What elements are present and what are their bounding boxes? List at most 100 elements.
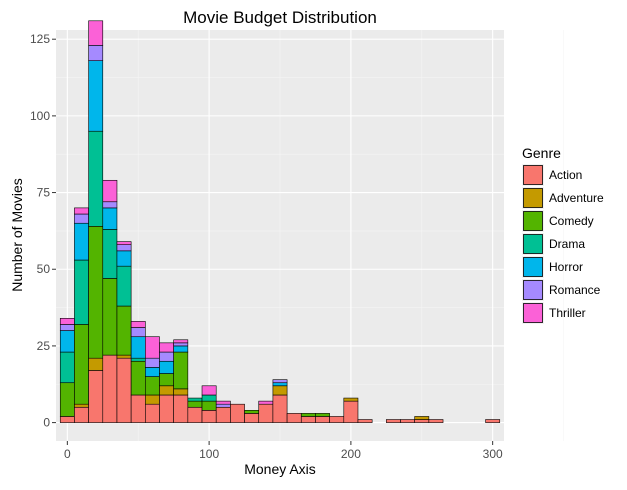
bar-segment-comedy: Comedy: 16 [116,305,132,356]
x-tick-label: 200 [341,447,361,461]
bar-segment-horror: Horror: 7 [102,207,118,230]
bar-segment-comedy: Comedy: 12 [173,351,189,390]
bar-segment-drama: Drama: 31 [88,130,104,227]
bar-segment-adventure: Adventure: 2 [173,388,189,396]
bar-segment-horror: Horror: 7 [130,336,146,359]
x-axis-label: Money Axis [244,461,316,477]
bar-segment-thriller: Thriller: 7 [102,179,118,203]
bar-segment-action: Action: 2 [300,416,316,423]
legend-label-thriller: Thriller [549,306,586,320]
legend: Genre Action Adventure Comedy Drama Horror Ro… [522,145,604,324]
bar-segment-comedy: Comedy: 25 [102,278,118,356]
bar-segment-adventure: Adventure: 3 [272,385,288,396]
bar-segment-drama: Drama: 10 [59,351,75,384]
bar-segment-romance: Romance: 3 [159,351,174,362]
bar-segment-romance: Romance: 3 [145,357,160,368]
bar-segment-horror: Horror: 2 [173,345,189,353]
bar-segment-comedy: Comedy: 6 [145,376,160,396]
bar-segment-action: Action: 9 [159,394,174,423]
bar-segment-comedy: Comedy: 2 [187,400,203,408]
legend-swatch-adventure [523,188,543,208]
bar-segment-action: Action: 21 [116,357,132,423]
bar-segment-romance: Romance: 3 [130,327,146,338]
bar-segment-drama: Drama: 1 [130,357,146,362]
bar-segment-drama: Drama: 1 [187,397,203,402]
bar-segment-romance: Romance: 5 [88,45,104,61]
bar-segment-action: Action: 1 [428,419,444,423]
bar-segment-action: Action: 1 [400,419,415,423]
bar-segment-romance: Romance: 2 [59,324,75,331]
bar-segment-adventure: Adventure: 1 [414,416,430,420]
bar-segment-thriller: Thriller: 2 [74,207,89,215]
legend-label-romance: Romance [549,283,601,297]
bar-segment-horror: Horror: 12 [74,222,89,261]
bars-group: Action: 2Comedy: 11Drama: 10Horror: 7Rom… [59,20,501,423]
bar-segment-adventure: Adventure: 4 [88,357,104,371]
bar-segment-drama: Drama: 13 [116,265,132,307]
legend-swatch-action [523,165,543,185]
legend-label-action: Action [549,168,582,182]
y-tick-label: 125 [30,32,50,46]
legend-swatch-horror [523,257,543,277]
bar-segment-romance: Romance: 1 [173,342,189,347]
bar-segment-comedy: Comedy: 4 [159,373,174,387]
bar-segment-comedy: Comedy: 1 [300,413,316,417]
bar-segment-drama: Drama: 21 [74,259,89,325]
chart-title: Movie Budget Distribution [183,8,377,27]
bar-segment-comedy: Comedy: 1 [244,410,260,414]
bar-segment-action: Action: 1 [485,419,501,423]
y-tick-label: 25 [37,339,51,353]
bar-segment-thriller: Thriller: 1 [173,339,189,344]
bar-segment-action: Action: 6 [145,403,160,423]
bar-segment-action: Action: 3 [286,413,302,423]
bar-segment-action: Action: 5 [187,406,203,423]
bar-segment-thriller: Thriller: 2 [59,318,75,325]
bar-segment-horror: Horror: 5 [116,250,132,267]
bar-segment-adventure: Adventure: 1 [343,397,359,402]
bar-segment-action: Action: 9 [173,394,189,423]
bar-segment-horror: Horror: 4 [159,360,174,374]
legend-swatch-drama [523,234,543,254]
bar-segment-action: Action: 6 [230,403,245,423]
y-tick-label: 50 [37,262,51,276]
x-axis: 0 100 200 300 [64,441,503,461]
bar-segment-romance: Romance: 3 [74,213,89,224]
bar-segment-horror: Horror: 7 [59,330,75,353]
legend-label-horror: Horror [549,260,583,274]
bar-segment-action: Action: 5 [215,406,231,423]
bar-segment-action: Action: 4 [201,410,217,423]
bar-segment-adventure: Adventure: 3 [159,385,174,396]
bar-segment-horror: Horror: 3 [145,367,160,377]
bar-segment-comedy: Comedy: 3 [201,400,217,411]
bar-segment-romance: Romance: 1 [272,379,288,384]
bar-segment-action: Action: 1 [414,419,430,423]
bar-segment-thriller: Thriller: 1 [116,241,132,246]
bar-segment-action: Action: 7 [343,400,359,423]
bar-segment-action: Action: 9 [130,394,146,423]
bar-segment-comedy: Comedy: 26 [74,324,89,405]
y-axis: 0 25 50 75 100 125 [30,32,56,430]
legend-title: Genre [522,145,561,161]
bar-segment-drama: Drama: 16 [102,229,118,279]
x-tick-label: 300 [483,447,503,461]
bar-segment-thriller: Thriller: 3 [159,342,174,353]
bar-segment-action: Action: 22 [102,354,118,423]
bar-segment-thriller: Thriller: 3 [201,385,217,396]
y-tick-label: 75 [37,186,51,200]
bar-segment-action: Action: 2 [59,416,75,423]
bar-segment-action: Action: 6 [258,403,274,423]
y-tick-label: 100 [30,109,50,123]
legend-swatch-thriller [523,303,543,323]
x-tick-label: 100 [199,447,219,461]
bar-segment-action: Action: 9 [272,394,288,423]
bar-segment-romance: Romance: 2 [116,244,132,252]
bar-segment-horror: Horror: 23 [88,60,104,132]
bar-segment-action: Action: 1 [357,419,373,423]
bar-segment-comedy: Comedy: 11 [59,382,75,417]
legend-swatch-comedy [523,211,543,231]
bar-segment-action: Action: 2 [315,416,330,423]
y-axis-label: Number of Movies [9,178,25,292]
bar-segment-romance: Romance: 1 [215,403,231,408]
legend-label-comedy: Comedy [549,214,594,228]
